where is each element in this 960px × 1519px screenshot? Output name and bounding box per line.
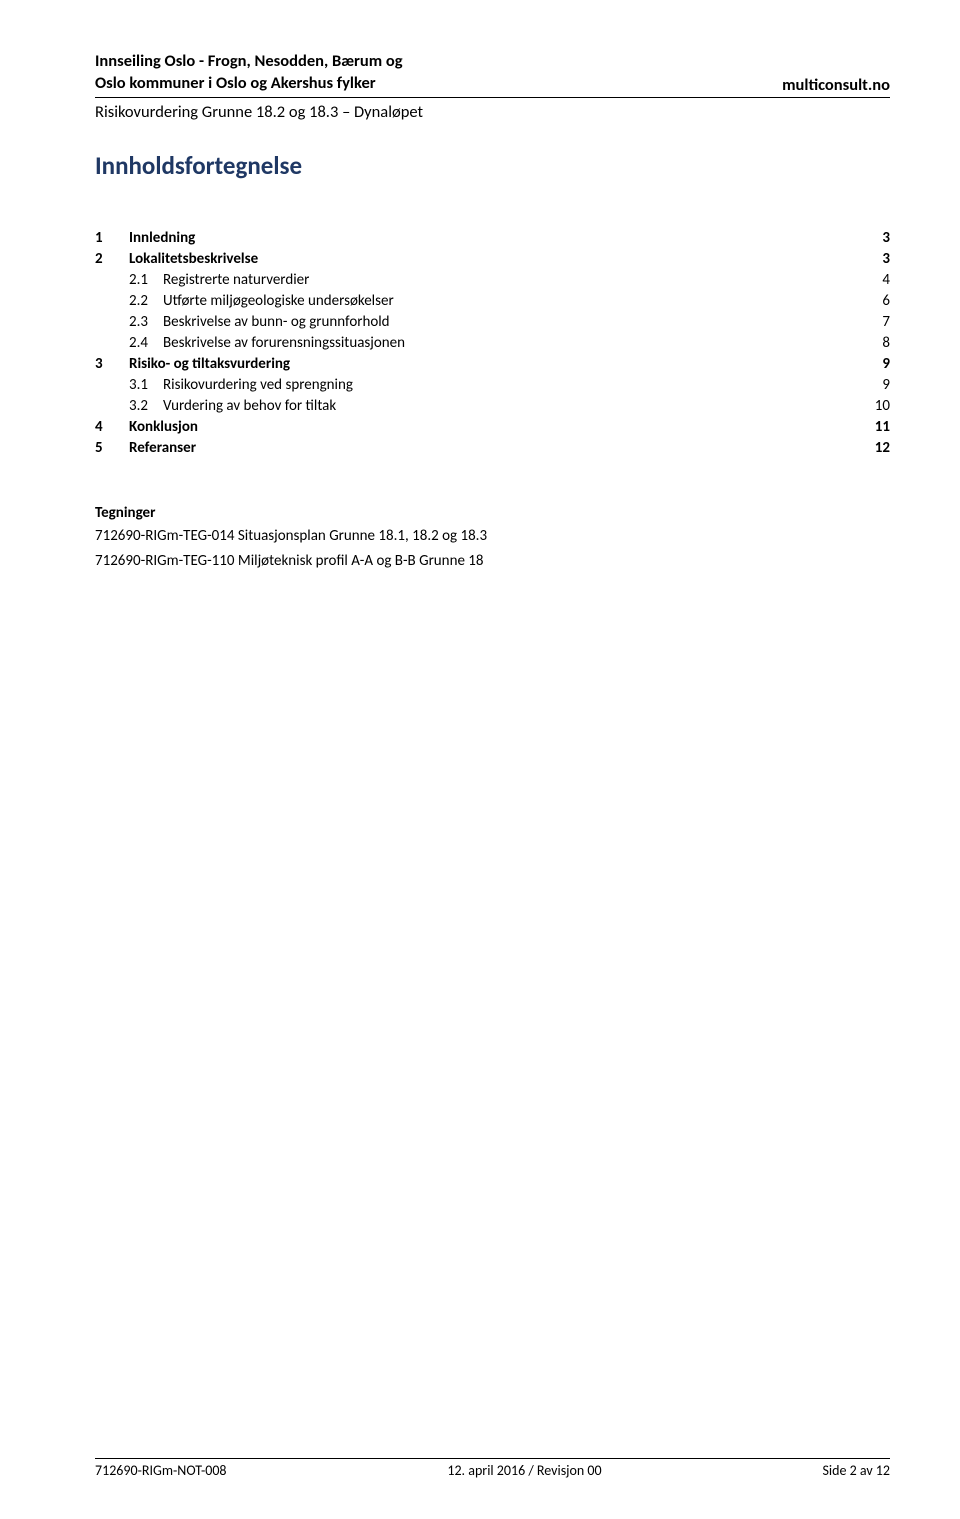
- toc-row: 2.4Beskrivelse av forurensningssituasjon…: [95, 334, 890, 352]
- page-title: Innholdsfortegnelse: [95, 150, 890, 181]
- toc-num: 2.3: [129, 313, 163, 331]
- page: Innseiling Oslo - Frogn, Nesodden, Bærum…: [0, 0, 960, 1519]
- toc-num: 5: [95, 439, 129, 457]
- toc-num: 3.2: [129, 397, 163, 415]
- subheader: Risikovurdering Grunne 18.2 og 18.3 – Dy…: [95, 102, 890, 122]
- toc-num: 2.1: [129, 271, 163, 289]
- toc-row: 1Innledning 3: [95, 229, 890, 247]
- toc-label: Utførte miljøgeologiske undersøkelser: [163, 292, 394, 310]
- toc-page: 8: [882, 334, 890, 352]
- toc-label: Lokalitetsbeskrivelse: [129, 250, 258, 268]
- toc-page: 9: [882, 355, 890, 373]
- toc-row: 4Konklusjon 11: [95, 418, 890, 436]
- toc-num: 4: [95, 418, 129, 436]
- toc-page: 10: [875, 397, 890, 415]
- drawings-heading: Tegninger: [95, 504, 890, 522]
- toc-num: 2: [95, 250, 129, 268]
- toc-row: 3.1Risikovurdering ved sprengning 9: [95, 376, 890, 394]
- toc-row: 3.2Vurdering av behov for tiltak 10: [95, 397, 890, 415]
- toc-num: 3.1: [129, 376, 163, 394]
- toc-page: 9: [882, 376, 890, 394]
- header-row: Innseiling Oslo - Frogn, Nesodden, Bærum…: [95, 50, 890, 95]
- header-right: multiconsult.no: [782, 75, 890, 95]
- footer: 712690-RIGm-NOT-008 12. april 2016 / Rev…: [95, 1458, 890, 1479]
- footer-right: Side 2 av 12: [822, 1462, 890, 1479]
- toc-row: 2Lokalitetsbeskrivelse 3: [95, 250, 890, 268]
- toc-page: 11: [875, 418, 890, 436]
- footer-rule: [95, 1458, 890, 1459]
- header-left: Innseiling Oslo - Frogn, Nesodden, Bærum…: [95, 50, 403, 95]
- header-left-line2: Oslo kommuner i Oslo og Akershus fylker: [95, 72, 403, 94]
- toc-num: 1: [95, 229, 129, 247]
- toc-label: Referanser: [129, 439, 196, 457]
- toc-page: 3: [882, 250, 890, 268]
- footer-center: 12. april 2016 / Revisjon 00: [447, 1462, 601, 1479]
- toc-num: 2.2: [129, 292, 163, 310]
- table-of-contents: 1Innledning32Lokalitetsbeskrivelse32.1Re…: [95, 229, 890, 460]
- toc-label: Risikovurdering ved sprengning: [163, 376, 353, 394]
- drawings-line2: 712690-RIGm-TEG-110 Miljøteknisk profil …: [95, 551, 890, 573]
- toc-row: 2.3Beskrivelse av bunn- og grunnforhold 7: [95, 313, 890, 331]
- toc-label: Vurdering av behov for tiltak: [163, 397, 336, 415]
- footer-left: 712690-RIGm-NOT-008: [95, 1462, 227, 1479]
- footer-row: 712690-RIGm-NOT-008 12. april 2016 / Rev…: [95, 1462, 890, 1479]
- toc-page: 3: [882, 229, 890, 247]
- toc-row: 3Risiko- og tiltaksvurdering 9: [95, 355, 890, 373]
- toc-num: 3: [95, 355, 129, 373]
- toc-page: 7: [882, 313, 890, 331]
- drawings-line1: 712690-RIGm-TEG-014 Situasjonsplan Grunn…: [95, 526, 890, 548]
- toc-row: 2.1Registrerte naturverdier 4: [95, 271, 890, 289]
- toc-page: 12: [875, 439, 890, 457]
- toc-label: Konklusjon: [129, 418, 198, 436]
- toc-row: 2.2Utførte miljøgeologiske undersøkelser…: [95, 292, 890, 310]
- toc-page: 4: [882, 271, 890, 289]
- header-left-line1: Innseiling Oslo - Frogn, Nesodden, Bærum…: [95, 50, 403, 72]
- header-rule: [95, 97, 890, 98]
- toc-num: 2.4: [129, 334, 163, 352]
- toc-label: Risiko- og tiltaksvurdering: [129, 355, 290, 373]
- toc-row: 5Referanser 12: [95, 439, 890, 457]
- toc-label: Registrerte naturverdier: [163, 271, 309, 289]
- toc-page: 6: [882, 292, 890, 310]
- toc-label: Beskrivelse av bunn- og grunnforhold: [163, 313, 390, 331]
- toc-label: Innledning: [129, 229, 195, 247]
- toc-label: Beskrivelse av forurensningssituasjonen: [163, 334, 405, 352]
